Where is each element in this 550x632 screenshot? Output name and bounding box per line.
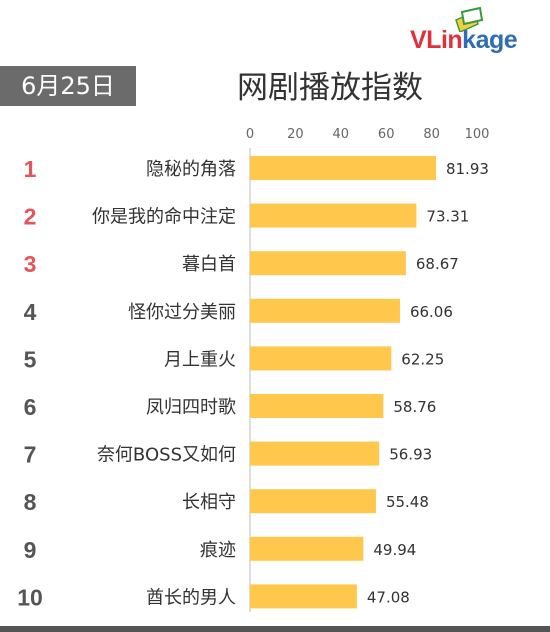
category-label: 暮白首 [182, 254, 236, 275]
data-label: 58.76 [393, 398, 436, 416]
bar [250, 584, 357, 609]
bar [250, 203, 417, 228]
x-tick-label: 60 [378, 127, 395, 142]
data-label: 66.06 [410, 303, 453, 321]
date-badge: 6月25日 [0, 66, 136, 106]
data-label: 56.93 [389, 446, 432, 464]
bar [250, 298, 400, 323]
x-tick-label: 100 [465, 127, 490, 142]
rank-number: 4 [24, 299, 37, 325]
x-tick-label: 80 [423, 127, 440, 142]
rank-number: 2 [24, 204, 37, 230]
logo-cards-icon [455, 6, 484, 32]
category-label: 怪你过分美丽 [128, 302, 236, 323]
category-label: 奈何BOSS又如何 [97, 445, 236, 466]
bar [250, 536, 364, 561]
rank-number: 10 [17, 584, 43, 610]
rank-number: 6 [24, 394, 37, 420]
category-label: 痕迹 [200, 540, 236, 561]
rank-number: 7 [24, 442, 37, 468]
data-label: 49.94 [373, 541, 416, 559]
bar [250, 251, 406, 276]
category-label: 隐秘的角落 [146, 159, 236, 180]
bar [250, 441, 380, 466]
bar [250, 489, 376, 514]
data-label: 62.25 [401, 350, 444, 368]
x-tick-label: 40 [333, 127, 350, 142]
data-label: 55.48 [386, 493, 429, 511]
bar [250, 394, 384, 418]
rank-number: 1 [24, 156, 37, 182]
bar [250, 156, 436, 180]
brand-name: VLinkage [410, 26, 518, 54]
x-tick-label: 0 [246, 127, 254, 142]
rank-number: 3 [24, 251, 37, 277]
category-label: 月上重火 [164, 349, 236, 370]
category-label: 你是我的命中注定 [92, 207, 236, 228]
data-label: 47.08 [367, 588, 410, 606]
category-label: 酋长的男人 [146, 587, 236, 608]
vlinkage-logo: VLinkage [410, 6, 542, 54]
x-tick-label: 20 [287, 127, 304, 142]
footer-divider [0, 626, 550, 632]
chart-title: 网剧播放指数 [237, 70, 423, 106]
rank-number: 5 [24, 346, 37, 372]
data-label: 81.93 [446, 160, 489, 178]
data-label: 73.31 [426, 208, 469, 226]
category-label: 长相守 [182, 492, 236, 513]
category-label: 凤归四时歌 [146, 397, 236, 418]
rank-number: 8 [24, 489, 37, 515]
bar [250, 346, 392, 371]
rank-number: 9 [24, 537, 37, 563]
data-label: 68.67 [416, 255, 459, 273]
